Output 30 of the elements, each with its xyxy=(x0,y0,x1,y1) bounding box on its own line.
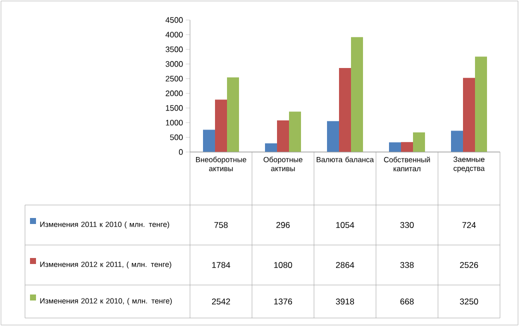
bar xyxy=(277,120,290,152)
bar xyxy=(215,100,228,152)
data-label: 724 xyxy=(462,222,476,228)
bar xyxy=(265,143,278,152)
data-label: 330 xyxy=(400,222,414,228)
data-label: 758 xyxy=(214,222,228,228)
data-label: 2526 xyxy=(460,262,478,268)
data-label: 338 xyxy=(400,262,414,268)
bar xyxy=(463,78,476,152)
bar xyxy=(289,112,302,152)
bar xyxy=(227,77,240,152)
data-label: 2864 xyxy=(336,262,354,268)
data-label: 1080 xyxy=(274,262,292,268)
bar xyxy=(451,130,464,152)
bar xyxy=(351,37,364,152)
bar xyxy=(203,130,216,152)
bar xyxy=(401,142,414,152)
data-label: 3918 xyxy=(336,298,354,304)
data-label: 1376 xyxy=(274,298,292,304)
data-label: 296 xyxy=(276,222,290,228)
data-label: 668 xyxy=(400,298,414,304)
data-label: 2542 xyxy=(212,298,230,304)
bar xyxy=(475,56,488,152)
bar xyxy=(327,121,340,152)
data-label: 3250 xyxy=(460,298,478,304)
data-label: 1054 xyxy=(336,222,354,228)
bar xyxy=(389,142,402,152)
data-label: 1784 xyxy=(212,262,230,268)
bar xyxy=(413,132,426,152)
bar xyxy=(339,68,352,152)
